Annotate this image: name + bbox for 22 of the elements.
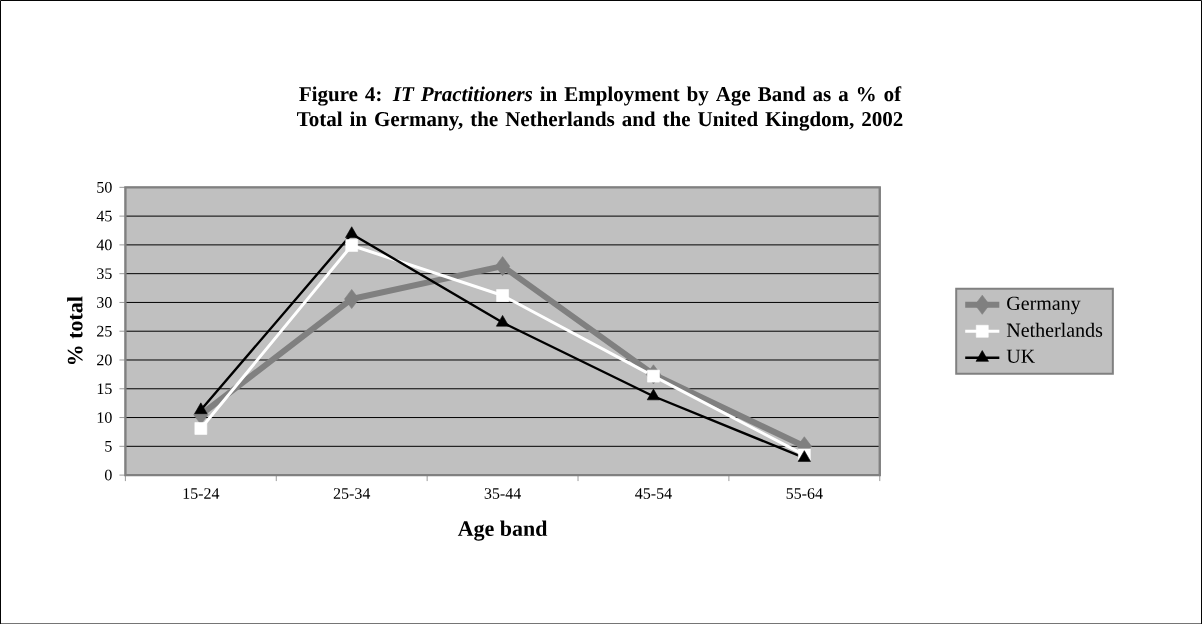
chart-title: Figure 4: IT Practitioners in Employment by Age Band as a % of Total in Germany, the Netherlands and the United Kingdom, 2002 <box>297 85 903 131</box>
x-tick-label: 55-64 <box>786 487 823 499</box>
y-tick-label: 30 <box>97 296 112 308</box>
x-tick-label: 25-34 <box>333 487 371 499</box>
y-tick-label: 40 <box>96 239 112 251</box>
y-tick-label: 50 <box>97 181 112 193</box>
y-tick-label: 5 <box>105 440 112 452</box>
x-tick-label: 15-24 <box>183 487 220 499</box>
x-tick-label: 35-44 <box>484 487 521 499</box>
legend-label: Netherlands <box>1006 322 1103 337</box>
y-tick-label: 35 <box>97 268 112 279</box>
x-axis-title: Age band <box>457 520 548 541</box>
x-tick-label: 45-54 <box>635 487 672 499</box>
y-tick-label: 20 <box>97 354 112 366</box>
legend-label: Germany <box>1007 296 1081 314</box>
y-tick-label: 45 <box>96 210 112 222</box>
y-tick-label: 15 <box>97 383 112 394</box>
y-axis-title: % total <box>67 296 83 364</box>
y-tick-label: 10 <box>97 411 112 423</box>
legend-label: UK <box>1006 349 1035 363</box>
y-tick-label: 0 <box>104 469 112 481</box>
y-tick-label: 25 <box>97 325 112 337</box>
